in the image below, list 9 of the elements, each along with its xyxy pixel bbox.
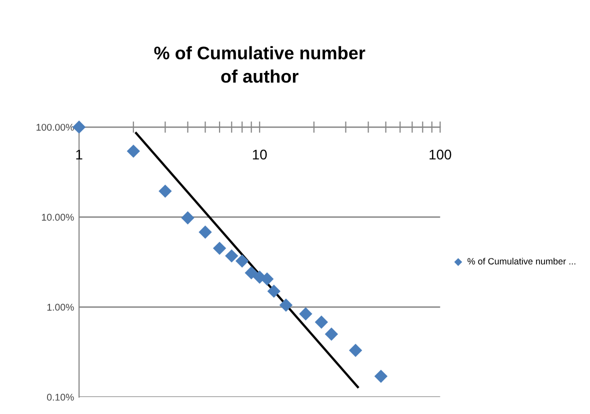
x-tick-label: 100 <box>430 150 452 160</box>
x-tick-label: 1 <box>76 150 82 160</box>
y-tick-label: 10.00% <box>42 214 74 221</box>
y-tick-label: 100.00% <box>36 124 74 131</box>
y-tick-label: 0.10% <box>47 394 74 401</box>
y-tick-label: 1.00% <box>47 304 74 311</box>
x-tick-label: 10 <box>252 150 267 160</box>
chart-title: % of Cumulative number of author <box>154 46 366 83</box>
legend-label: % of Cumulative number ... <box>468 258 576 264</box>
